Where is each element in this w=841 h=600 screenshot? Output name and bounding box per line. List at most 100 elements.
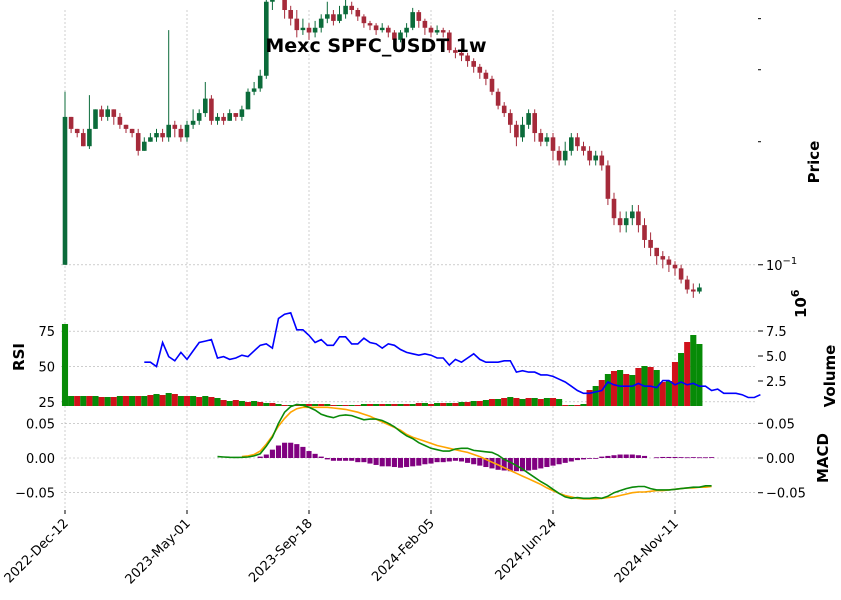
candle-body xyxy=(172,124,178,129)
macd-histogram-bar xyxy=(513,458,519,472)
candle-body xyxy=(623,218,629,226)
volume-bar xyxy=(336,405,343,406)
macd-histogram-bar xyxy=(288,442,294,458)
candle-body xyxy=(367,23,373,26)
candle-body xyxy=(611,198,617,219)
volume-bar xyxy=(452,403,459,406)
candle-body xyxy=(428,27,434,33)
candle-body xyxy=(148,137,153,142)
x-tick-label: 2024-Jun-24 xyxy=(493,516,560,583)
macd-histogram-bar xyxy=(306,451,312,458)
volume-bar xyxy=(141,396,148,406)
candle-body xyxy=(636,211,641,226)
macd-panel xyxy=(217,403,715,500)
volume-bar xyxy=(427,404,435,406)
gridlines xyxy=(61,10,755,508)
candle-body xyxy=(501,105,507,114)
price-axis-label: Price xyxy=(805,141,823,184)
volume-bar xyxy=(610,371,618,406)
macd-histogram-bar xyxy=(294,444,300,458)
macd-histogram-bar xyxy=(391,458,397,468)
macd-histogram-bar xyxy=(263,454,269,458)
macd-histogram-bar xyxy=(343,458,349,461)
volume-bar xyxy=(348,405,355,406)
macd-histogram-bar xyxy=(257,456,263,458)
volume-bar xyxy=(574,405,581,406)
candle-body xyxy=(349,5,354,10)
macd-histogram-bar xyxy=(404,458,410,468)
macd-histogram-bar xyxy=(275,445,282,458)
volume-bar xyxy=(244,402,252,406)
macd-histogram-bar xyxy=(416,458,422,466)
candle-body xyxy=(550,137,556,151)
volume-bar xyxy=(379,404,386,406)
candle-body xyxy=(62,116,68,265)
candle-body xyxy=(373,25,379,31)
macd-histogram-bar xyxy=(452,458,458,461)
axes: 2022-Dec-12 2023-May-01 2023-Sep-18 2024-Fe… xyxy=(2,18,839,587)
volume-bar xyxy=(629,375,636,406)
candle-body xyxy=(203,98,208,114)
volume-axis-label: Volume xyxy=(821,345,839,408)
volume-bar xyxy=(501,398,508,406)
volume-bar xyxy=(568,405,575,406)
volume-bar xyxy=(556,399,563,406)
volume-bar xyxy=(482,400,489,406)
candle-body xyxy=(257,75,263,89)
volume-bar xyxy=(440,403,447,406)
volume-bar xyxy=(312,404,319,406)
volume-bar xyxy=(360,404,367,406)
volume-bar xyxy=(488,399,496,406)
macd-histogram-bar xyxy=(477,458,483,466)
volume-bar xyxy=(519,399,526,406)
candle-body xyxy=(410,12,415,28)
macd-histogram-bar xyxy=(471,458,477,465)
volume-bar xyxy=(690,335,697,406)
volume-bar xyxy=(464,402,471,406)
candle-body xyxy=(312,27,318,33)
candle-body xyxy=(190,120,196,125)
volume-bar xyxy=(122,396,130,406)
candle-body xyxy=(666,259,672,265)
volume-bar xyxy=(623,374,630,406)
candle-body xyxy=(343,5,348,15)
price-panel xyxy=(62,0,702,298)
volume-bar xyxy=(537,399,544,406)
macd-histogram-bar xyxy=(269,449,275,458)
x-tick-label: 2023-Sep-18 xyxy=(246,516,316,586)
macd-right-tick-label: 0.05 xyxy=(766,417,795,432)
candle-body xyxy=(459,52,464,56)
volume-bar xyxy=(531,398,538,406)
volume-bar xyxy=(635,368,642,406)
macd-line xyxy=(217,403,712,500)
volume-tick-label: 2.5 xyxy=(766,375,787,390)
volume-bar xyxy=(135,396,142,406)
volume-bar xyxy=(617,370,624,406)
macd-right-tick-label: −0.05 xyxy=(766,487,806,502)
volume-bar xyxy=(196,397,203,406)
candle-body xyxy=(422,20,428,28)
volume-bar xyxy=(696,344,703,406)
candle-body xyxy=(386,27,391,33)
rsi-tick-label: 75 xyxy=(38,325,55,340)
macd-histogram-bar xyxy=(696,457,702,459)
candle-body xyxy=(684,279,690,290)
candle-body xyxy=(508,113,513,125)
volume-bar xyxy=(366,404,374,406)
candle-body xyxy=(251,88,257,92)
candle-body xyxy=(178,128,184,138)
volume-bar xyxy=(61,324,69,406)
volume-bar xyxy=(287,405,294,406)
candle-body xyxy=(105,109,110,117)
macd-histogram-bar xyxy=(367,458,373,464)
macd-histogram-bar xyxy=(446,458,452,462)
volume-bar xyxy=(659,382,666,406)
rsi-panel xyxy=(144,311,761,399)
volume-bar xyxy=(183,396,191,406)
volume-bar xyxy=(476,401,483,406)
macd-histogram-bar xyxy=(428,458,434,464)
volume-bar xyxy=(586,390,593,406)
macd-histogram-bar xyxy=(587,458,593,459)
macd-histogram-bar xyxy=(593,458,599,459)
